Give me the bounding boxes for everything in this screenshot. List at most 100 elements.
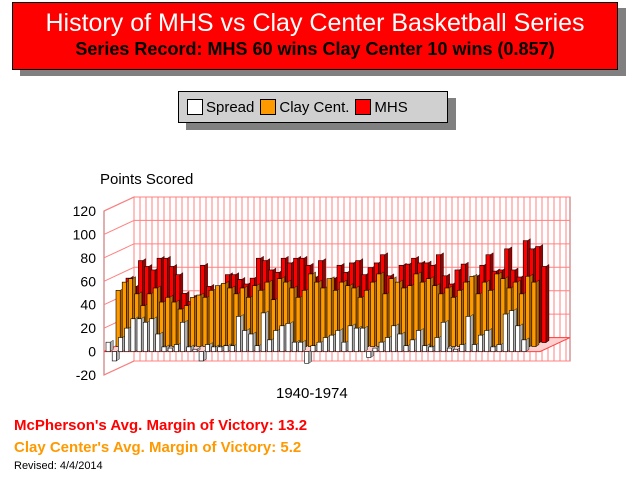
bar-spread [291, 341, 297, 352]
legend-swatch-mhs [355, 99, 372, 115]
bar-spread [248, 333, 254, 352]
bar-spread-side [302, 339, 306, 352]
bar-spread [347, 325, 353, 352]
bar-spread [409, 339, 415, 352]
grid-line-side [103, 243, 135, 259]
bar-spread [484, 330, 490, 352]
bar-spread [167, 347, 173, 352]
legend-label-clay: Clay Cent. [279, 98, 350, 116]
bar-spread [173, 344, 179, 352]
bar-spread [192, 348, 198, 352]
grid-line-side [103, 196, 135, 212]
bar-clay-side [535, 279, 540, 347]
legend-swatch-clay [260, 99, 277, 115]
bar-spread [372, 347, 378, 352]
bar-spread [391, 325, 396, 352]
bar-clay [457, 290, 462, 347]
bar-spread [161, 346, 167, 352]
bar-spread [142, 321, 148, 352]
bar-spread [186, 346, 192, 352]
bar-spread [304, 351, 310, 364]
bar-spread [515, 325, 521, 352]
legend-label-mhs: MHS [374, 98, 408, 116]
bar-spread [111, 351, 117, 362]
bar-spread [360, 327, 365, 352]
legend-item-mhs: MHS [355, 98, 408, 116]
title-banner: History of MHS vs Clay Center Basketball… [12, 2, 618, 70]
bar-spread [105, 341, 111, 352]
chart-bars [105, 238, 550, 364]
legend: Spread Clay Cent. MHS [178, 91, 448, 123]
bar-spread [422, 345, 427, 352]
bar-spread [279, 325, 285, 352]
bar-spread [366, 351, 372, 358]
legend-swatch-spread [187, 99, 203, 115]
grid-line-side [103, 360, 135, 376]
series-record: Series Record: MHS 60 wins Clay Center 1… [75, 39, 555, 59]
bar-spread [149, 318, 154, 352]
y-tick-label: 120 [73, 203, 97, 219]
bar-clay [301, 290, 307, 347]
legend-item-spread: Spread [187, 99, 254, 116]
bar-clay [308, 273, 313, 347]
y-tick-label: 0 [88, 344, 96, 360]
bar-clay [115, 290, 121, 347]
bar-spread [236, 316, 241, 352]
bar-clay [202, 297, 208, 347]
bar-spread [415, 330, 421, 352]
bar-spread [384, 337, 390, 352]
bar-spread [502, 313, 508, 352]
bar-spread [447, 347, 452, 352]
bar-spread [453, 348, 459, 352]
bar-spread [471, 344, 477, 352]
revised-date: Revised: 4/4/2014 [14, 460, 103, 472]
bar-spread [490, 346, 496, 352]
bar-spread [478, 334, 483, 352]
bar-spread [521, 339, 527, 352]
bar-clay [370, 281, 375, 347]
bar-clay [494, 273, 500, 347]
bar-spread [397, 333, 403, 352]
grid-line-side [103, 219, 135, 235]
bar-spread [273, 330, 279, 352]
y-tick-label: 40 [80, 297, 96, 313]
bar-spread [316, 341, 322, 352]
y-tick-label: 80 [80, 250, 96, 266]
legend-item-clay: Clay Cent. [260, 99, 349, 116]
bar-spread [124, 327, 130, 352]
bar-clay [450, 297, 456, 347]
chart-title: Points Scored [100, 171, 193, 188]
bar-spread-side [109, 339, 114, 352]
bar-spread [254, 345, 260, 352]
bar-clay [221, 283, 226, 347]
bar-clay [407, 285, 413, 347]
y-axis-ticks: -20 0 20 40 60 80 100 120 [73, 203, 97, 383]
bar-spread [118, 337, 123, 352]
bar-spread [155, 333, 161, 352]
bar-clay [531, 281, 537, 347]
bar-clay [227, 287, 233, 347]
bar-spread [180, 321, 185, 352]
y-tick-label: 100 [73, 226, 97, 242]
bar-spread [440, 321, 446, 352]
y-tick-label: 60 [80, 273, 96, 289]
mhs-margin-text: McPherson's Avg. Margin of Victory: 13.2 [14, 417, 308, 434]
bar-spread [310, 345, 316, 352]
bar-clay [196, 294, 202, 347]
bar-spread [335, 330, 341, 352]
bar-spread [403, 345, 409, 352]
bar-clay [376, 273, 382, 347]
bar-mhs-side [545, 264, 550, 343]
bar-spread [353, 327, 359, 352]
bar-spread [496, 344, 502, 352]
bar-spread [285, 323, 291, 352]
clay-margin-text: Clay Center's Avg. Margin of Victory: 5.… [14, 439, 302, 456]
bar-spread [378, 341, 384, 352]
bar-clay [190, 297, 195, 347]
bar-spread [217, 346, 223, 352]
bar-spread-side [525, 337, 530, 352]
bar-spread [434, 337, 440, 352]
bar-spread [198, 351, 204, 362]
bar-spread [136, 318, 142, 352]
bar-spread [267, 339, 272, 352]
